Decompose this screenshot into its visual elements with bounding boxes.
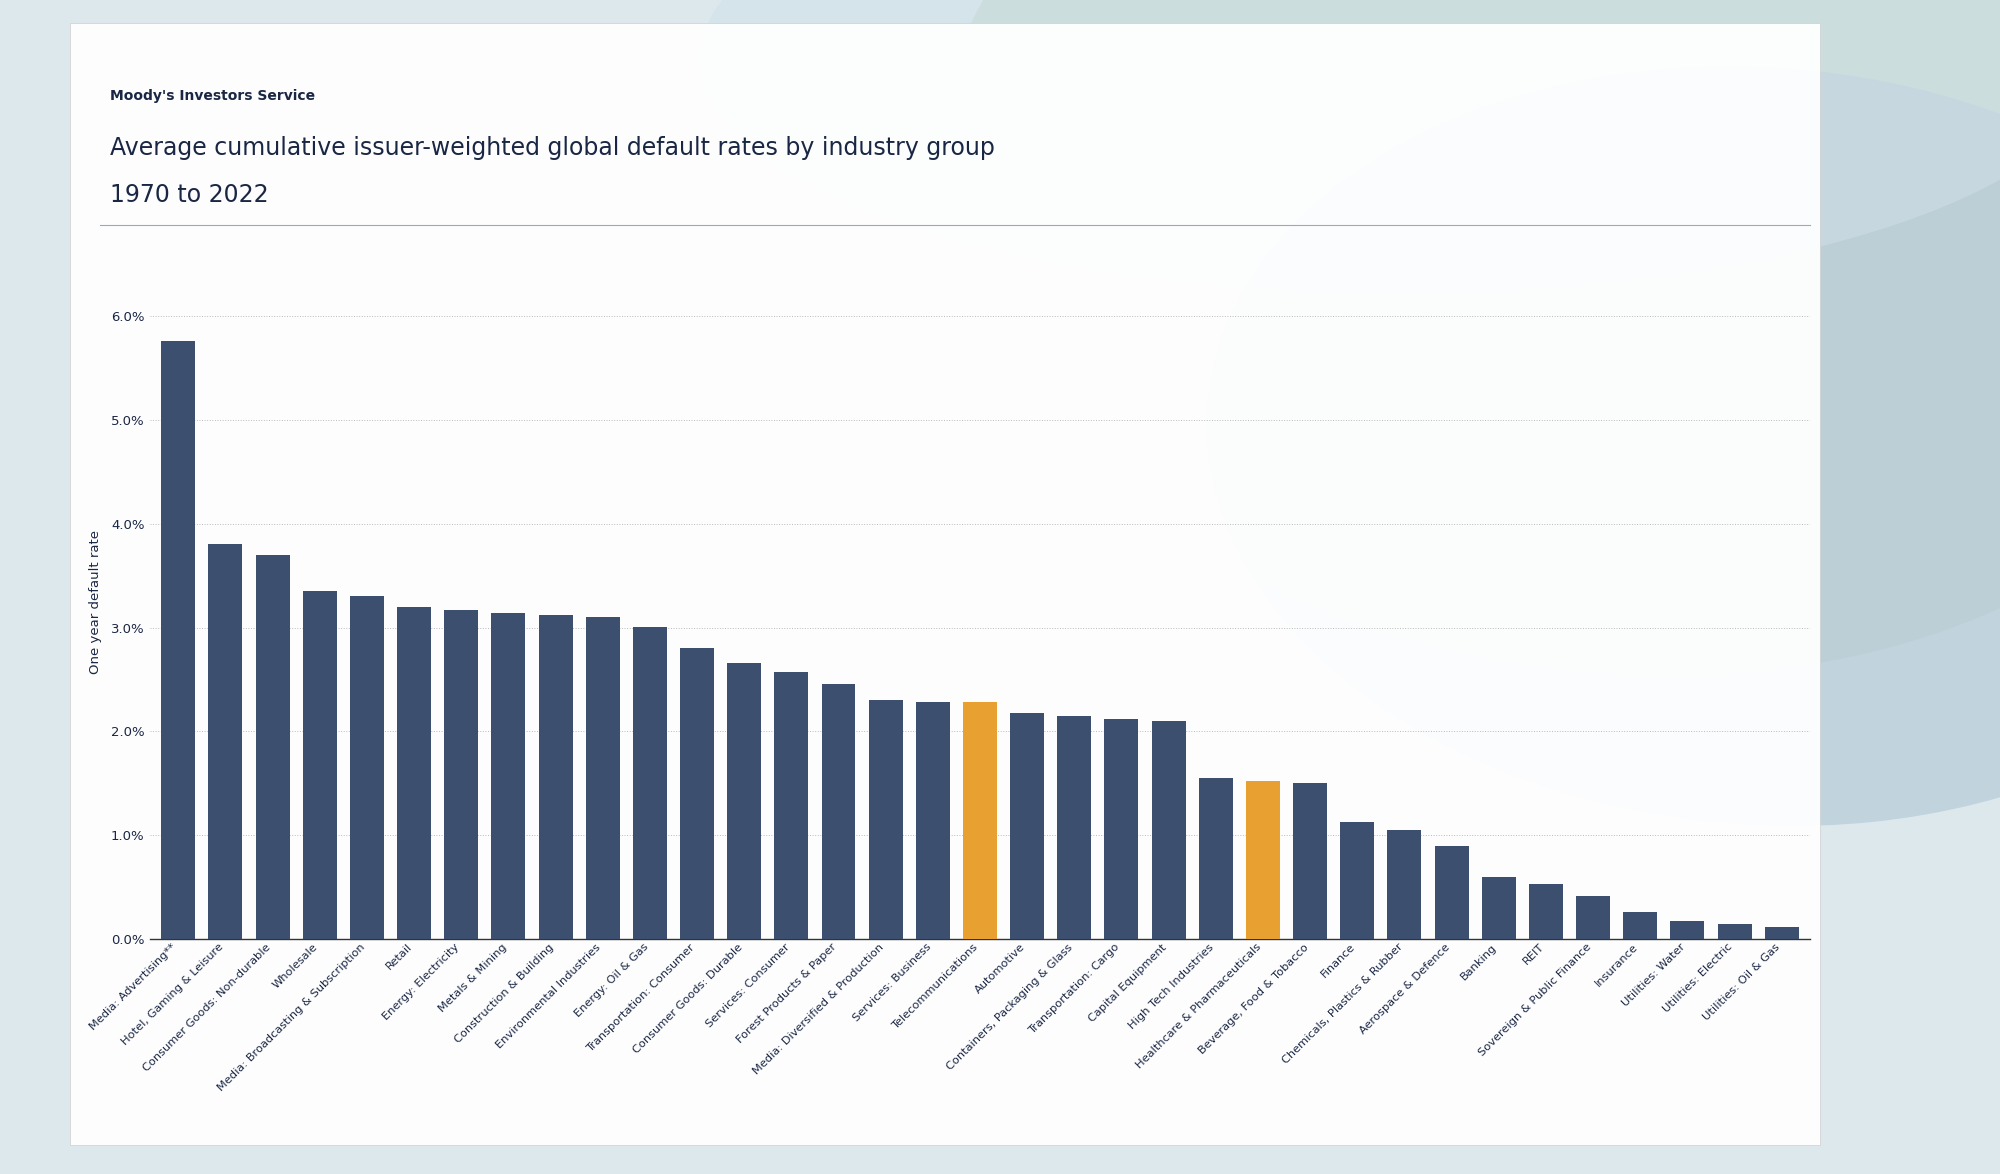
Text: Moody's Investors Service: Moody's Investors Service	[110, 89, 316, 103]
Bar	[1528, 884, 1562, 939]
Bar	[1482, 877, 1516, 939]
Bar	[208, 544, 242, 939]
Bar	[774, 673, 808, 939]
Bar	[1718, 924, 1752, 939]
Bar	[1058, 716, 1092, 939]
Bar	[444, 610, 478, 939]
Bar	[1294, 783, 1328, 939]
Bar	[1246, 782, 1280, 939]
Bar	[1624, 912, 1658, 939]
Bar	[350, 596, 384, 939]
Bar	[1434, 845, 1468, 939]
Bar	[1340, 822, 1374, 939]
Bar	[916, 702, 950, 939]
Bar	[162, 340, 196, 939]
Text: 1970 to 2022: 1970 to 2022	[110, 183, 268, 207]
Bar	[1576, 896, 1610, 939]
Bar	[398, 607, 432, 939]
Y-axis label: One year default rate: One year default rate	[90, 529, 102, 674]
Bar	[1198, 778, 1232, 939]
Bar	[632, 627, 666, 939]
Bar	[1764, 926, 1798, 939]
Bar	[1388, 830, 1422, 939]
Bar	[256, 555, 290, 939]
Bar	[1152, 721, 1186, 939]
Bar	[680, 648, 714, 939]
Bar	[1010, 713, 1044, 939]
Bar	[586, 618, 620, 939]
Bar	[822, 683, 856, 939]
Bar	[868, 701, 902, 939]
Bar	[1670, 920, 1704, 939]
Bar	[302, 592, 336, 939]
Text: Average cumulative issuer-weighted global default rates by industry group: Average cumulative issuer-weighted globa…	[110, 136, 994, 160]
Bar	[492, 613, 526, 939]
Bar	[1104, 718, 1138, 939]
Bar	[728, 663, 762, 939]
Bar	[964, 702, 996, 939]
Bar	[538, 615, 572, 939]
